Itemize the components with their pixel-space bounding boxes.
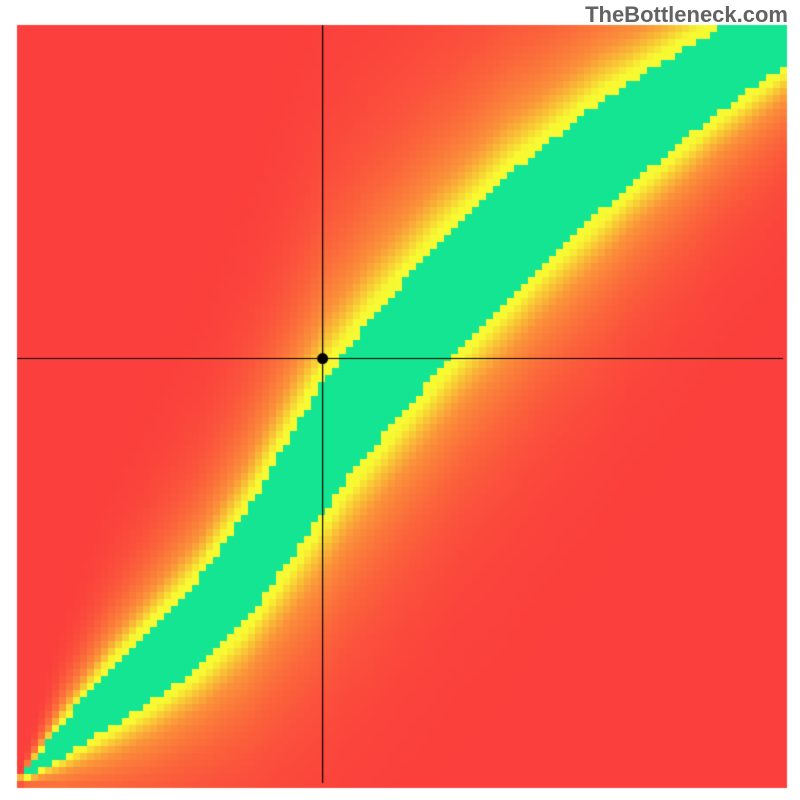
watermark-text: TheBottleneck.com [585, 2, 788, 28]
bottleneck-heatmap [0, 0, 800, 800]
chart-container: { "canvas": { "width": 800, "height": 80… [0, 0, 800, 800]
